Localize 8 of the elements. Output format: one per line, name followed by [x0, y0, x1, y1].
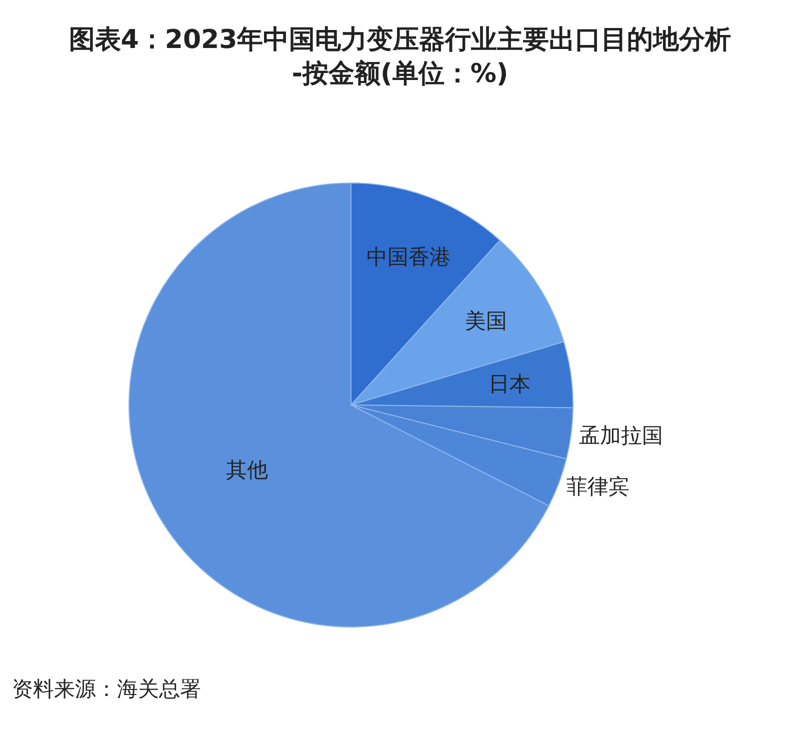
slice-label: 菲律宾 — [566, 474, 630, 499]
slice-label: 中国香港 — [366, 244, 450, 269]
slice-label: 美国 — [465, 308, 508, 333]
slice-label: 其他 — [226, 458, 268, 482]
slice-label: 日本 — [488, 372, 530, 396]
text: 资料来源：海关总署 — [12, 677, 201, 701]
chart-title: 图表4：2023年中国电力变压器行业主要出口目的地分析-按金额(单位：%) — [68, 25, 732, 89]
slice-label: 孟加拉国 — [579, 424, 664, 448]
